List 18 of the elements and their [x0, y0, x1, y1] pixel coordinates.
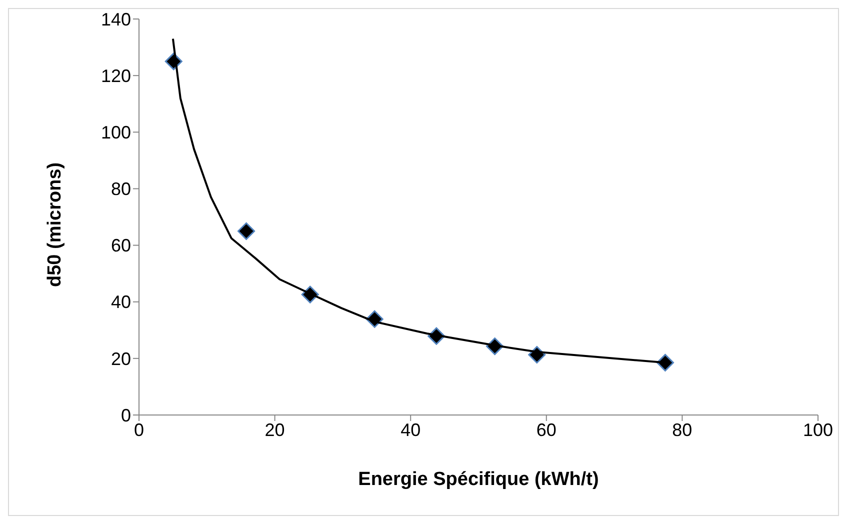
x-tick-label: 0: [134, 420, 144, 440]
y-tick-label: 0: [120, 405, 131, 426]
x-axis-title: Energie Spécifique (kWh/t): [358, 469, 599, 490]
point: [238, 222, 256, 240]
y-axis-title: d50 (microns): [44, 162, 66, 287]
x-tick-label: 100: [802, 420, 834, 440]
y-tick-label: 40: [110, 292, 131, 312]
point: [656, 354, 674, 372]
y-tick-label: 120: [100, 66, 131, 86]
y-tick-label: 80: [110, 179, 131, 200]
x-tick-label: 60: [536, 420, 556, 440]
x-tick-label: 80: [672, 420, 692, 440]
y-tick-label: 100: [100, 122, 131, 143]
x-tick-label: 20: [264, 420, 285, 440]
y-tick-label: 60: [110, 236, 131, 256]
x-tick-label: 40: [400, 420, 421, 440]
y-tick-label: 20: [110, 348, 131, 369]
y-tick-label: 140: [100, 9, 131, 30]
